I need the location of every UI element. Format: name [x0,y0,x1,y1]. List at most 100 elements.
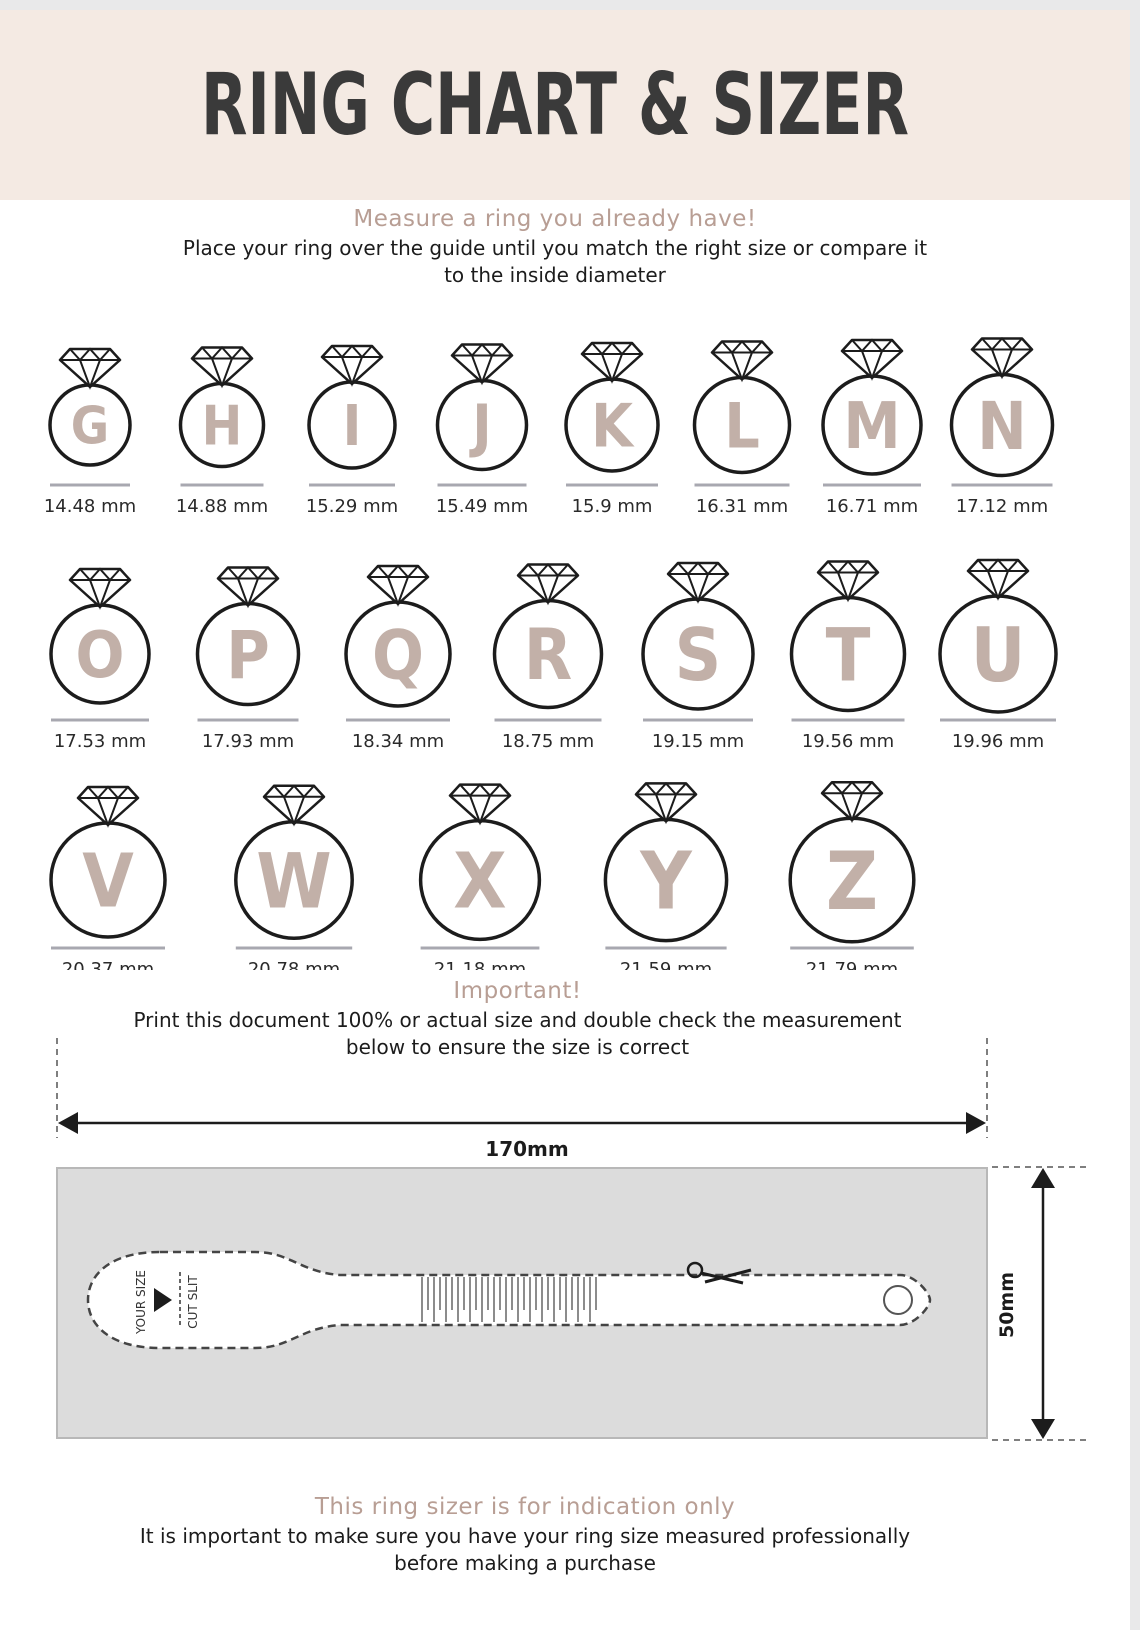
diamond-icon [710,340,774,383]
ring-letter: Y [639,835,693,927]
ring-letter: S [675,613,722,697]
diamond-icon [840,338,904,381]
ring-size-label: 18.75 mm [502,731,594,752]
ring-letter: U [971,611,1026,699]
important-headline: Important! [453,978,582,1004]
diamond-icon [58,347,122,390]
diamond-facet [837,572,859,603]
ring-letter: I [343,394,362,459]
diamond-icon [970,337,1034,380]
ring-size-label: 19.56 mm [802,731,894,752]
ring-item-w: W 20.78 mm [234,784,354,970]
diamond-icon [320,344,384,387]
footer-line-1: It is important to make sure you have yo… [139,1524,911,1548]
arrow-up-icon [1031,1168,1055,1188]
diamond-facet [645,781,687,796]
footer-headline: This ring sizer is for indication only [314,1494,736,1520]
ring-letter: M [843,390,900,464]
diamond-facet [831,780,873,795]
ring-size-label: 21.59 mm [620,959,712,970]
diamond-icon [666,561,730,604]
ring-item-q: Q 18.34 mm [344,564,452,752]
ring-letter: V [82,839,134,925]
ring-letter: W [256,836,331,925]
diamond-facet [237,578,259,609]
header-banner: RING CHART & SIZER [0,10,1130,200]
diamond-outline [262,784,326,826]
ring-item-n: N 17.12 mm [949,337,1055,517]
diamond-outline [966,558,1030,600]
diamond-icon [190,346,254,389]
ring-size-label: 16.31 mm [696,496,788,517]
diamond-icon [366,564,430,607]
ring-size-chart: G 14.48 mm H 14.88 mm I 15.29 mm J 15.49 mm K 15.… [44,337,1058,970]
pointer-arrow-icon [154,1288,172,1312]
ring-letter: O [76,619,125,693]
ring-item-s: S 19.15 mm [641,561,755,752]
diamond-facet [827,560,869,574]
intro-line-1: Place your ring over the guide until you… [182,236,928,260]
ring-letter: J [469,392,491,460]
ring-item-x: X 21.18 mm [418,783,542,970]
cut-slit-label: CUT SLIT [186,1275,200,1329]
ring-letter: P [226,617,270,694]
diamond-facet [273,784,315,799]
width-label: 170mm [485,1137,568,1161]
ring-item-i: I 15.29 mm [306,344,398,517]
diamond-facet [377,564,419,579]
diamond-facet [527,563,569,577]
diamond-outline [68,567,132,609]
diamond-icon [966,558,1030,601]
diamond-icon [580,341,644,384]
intro-headline: Measure a ring you already have! [353,206,757,232]
diamond-facet [211,358,233,389]
diamond-facet [459,783,501,798]
diamond-facet [79,567,121,582]
ring-letter: K [591,392,635,462]
ring-size-label: 17.53 mm [54,731,146,752]
ring-size-label: 18.34 mm [352,731,444,752]
diamond-facet [97,797,119,828]
diamond-icon [76,785,140,828]
diamond-facet [387,576,409,607]
ring-size-label: 20.78 mm [248,959,340,970]
diamond-facet [87,785,129,800]
diamond-facet [89,579,111,610]
diamond-icon [516,563,580,606]
diamond-facet [721,340,763,354]
diamond-outline [320,344,384,386]
ring-size-label: 19.96 mm [952,731,1044,752]
diamond-facet [69,347,111,362]
diamond-facet [991,349,1013,380]
diamond-facet [731,352,753,383]
ring-item-g: G 14.48 mm [44,347,136,517]
diamond-outline [580,341,644,383]
ring-item-m: M 16.71 mm [821,338,923,517]
ring-item-l: L 16.31 mm [692,340,792,517]
ring-size-label: 17.12 mm [956,496,1048,517]
diamond-facet [537,575,559,606]
diamond-facet [227,566,269,580]
diamond-outline [216,566,280,607]
diamond-icon [816,560,880,603]
diamond-icon [448,783,512,826]
diamond-facet [283,796,305,827]
diamond-icon [262,784,326,827]
intro-line-2: to the inside diameter [444,263,666,287]
diamond-outline [448,783,512,824]
ring-letter: T [826,613,871,698]
ring-item-u: U 19.96 mm [938,558,1058,752]
ring-size-label: 20.37 mm [62,959,154,970]
diamond-outline [666,561,730,603]
diamond-icon [450,343,514,386]
measurement-ticks [421,1277,597,1322]
diamond-outline [816,560,880,601]
important-line-2: below to ensure the size is correct [345,1035,690,1059]
diamond-facet [471,355,493,386]
diamond-facet [655,794,677,825]
ring-size-label: 15.9 mm [572,496,653,517]
your-size-label: YOUR SIZE [134,1270,148,1335]
ring-item-p: P 17.93 mm [195,566,301,752]
diamond-facet [687,573,709,604]
ring-size-label: 14.88 mm [176,496,268,517]
